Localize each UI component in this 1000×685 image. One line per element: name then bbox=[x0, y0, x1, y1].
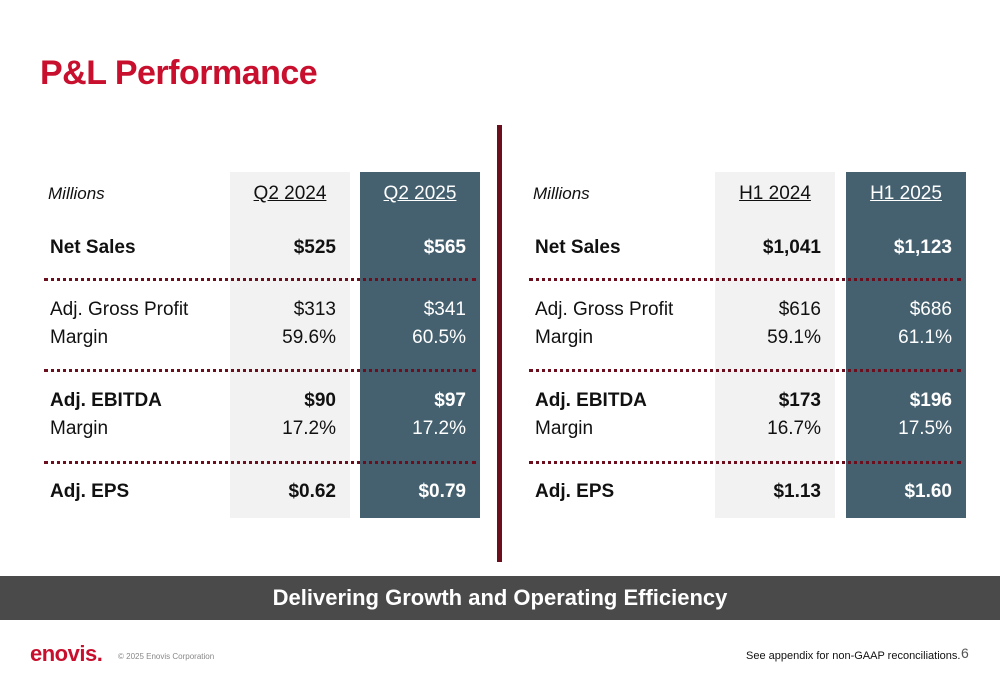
cell-ebitda-q2-2025: $97 17.2% bbox=[412, 390, 466, 439]
cell-eps-h1-2024: $1.13 bbox=[773, 481, 821, 502]
copyright-text: © 2025 Enovis Corporation bbox=[118, 652, 215, 661]
units-label: Millions bbox=[48, 184, 105, 203]
page-title: P&L Performance bbox=[40, 54, 318, 92]
h1-2024-column-bg bbox=[715, 172, 835, 518]
vertical-divider bbox=[497, 125, 502, 562]
col-header-q2-2025: Q2 2025 bbox=[383, 183, 457, 204]
cell-gross-profit-q2-2024: $313 59.6% bbox=[282, 299, 336, 348]
cell-ebitda-h1-2025: $196 17.5% bbox=[898, 390, 952, 439]
row-label-adj-ebitda: Adj. EBITDA Margin bbox=[535, 390, 647, 439]
cell-net-sales-h1-2025: $1,123 bbox=[893, 237, 952, 258]
row-separator bbox=[44, 461, 476, 464]
row-separator bbox=[44, 369, 476, 372]
page-number: 6 bbox=[961, 645, 969, 661]
cell-eps-q2-2025: $0.79 bbox=[418, 481, 466, 502]
col-header-h1-2025: H1 2025 bbox=[870, 183, 942, 204]
row-separator bbox=[529, 369, 961, 372]
appendix-note: See appendix for non-GAAP reconciliation… bbox=[746, 650, 961, 662]
cell-ebitda-h1-2024: $173 16.7% bbox=[767, 390, 821, 439]
row-label-net-sales: Net Sales bbox=[50, 237, 136, 258]
row-separator bbox=[529, 461, 961, 464]
col-header-h1-2024: H1 2024 bbox=[739, 183, 811, 204]
row-label-adj-gross-profit: Adj. Gross Profit Margin bbox=[535, 299, 674, 348]
cell-eps-q2-2024: $0.62 bbox=[288, 481, 336, 502]
cell-gross-profit-h1-2024: $616 59.1% bbox=[767, 299, 821, 348]
cell-eps-h1-2025: $1.60 bbox=[904, 481, 952, 502]
enovis-logo: enovis. bbox=[30, 641, 103, 666]
q2-2024-column-bg bbox=[230, 172, 350, 518]
q2-2025-column-bg bbox=[360, 172, 480, 518]
h1-2025-column-bg bbox=[846, 172, 966, 518]
half-year-table: Millions H1 2024 H1 2025 Net Sales $1,04… bbox=[529, 172, 969, 518]
row-label-net-sales: Net Sales bbox=[535, 237, 621, 258]
col-header-q2-2024: Q2 2024 bbox=[253, 183, 327, 204]
cell-net-sales-q2-2025: $565 bbox=[423, 237, 466, 258]
row-label-adj-ebitda: Adj. EBITDA Margin bbox=[50, 390, 162, 439]
row-separator bbox=[44, 278, 476, 281]
cell-net-sales-h1-2024: $1,041 bbox=[762, 237, 821, 258]
tagline-banner: Delivering Growth and Operating Efficien… bbox=[0, 576, 1000, 620]
cell-net-sales-q2-2024: $525 bbox=[293, 237, 336, 258]
row-label-adj-eps: Adj. EPS bbox=[50, 481, 130, 502]
quarterly-table: Millions Q2 2024 Q2 2025 Net Sales $525 … bbox=[44, 172, 484, 518]
row-label-adj-eps: Adj. EPS bbox=[535, 481, 615, 502]
row-label-adj-gross-profit: Adj. Gross Profit Margin bbox=[50, 299, 189, 348]
cell-ebitda-q2-2024: $90 17.2% bbox=[282, 390, 336, 439]
cell-gross-profit-h1-2025: $686 61.1% bbox=[898, 299, 952, 348]
cell-gross-profit-q2-2025: $341 60.5% bbox=[412, 299, 466, 348]
units-label: Millions bbox=[533, 184, 590, 203]
row-separator bbox=[529, 278, 961, 281]
